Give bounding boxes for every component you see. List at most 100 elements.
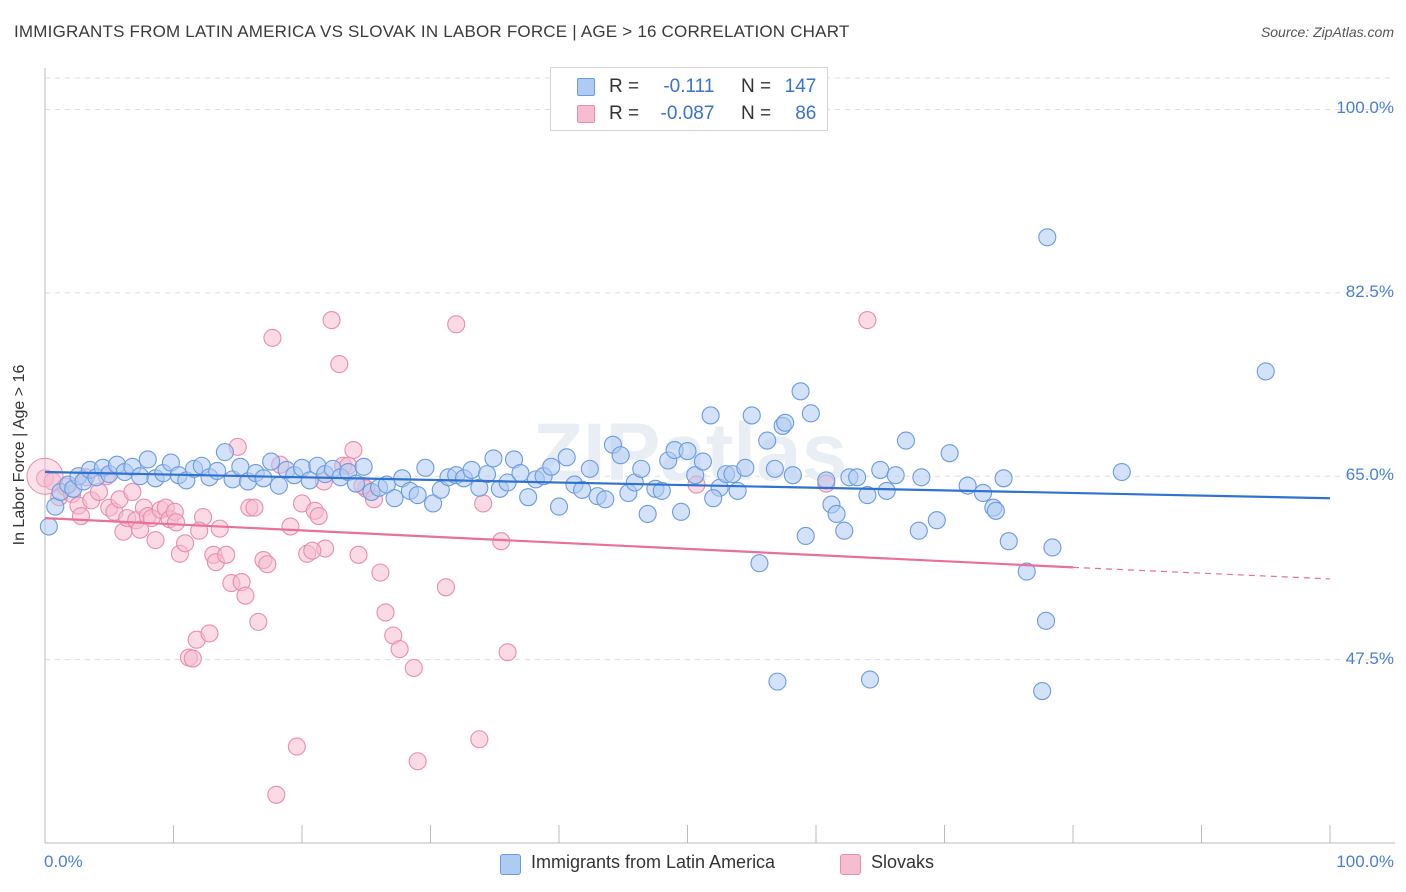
slovaks-point <box>89 482 109 501</box>
slovaks-point <box>167 513 186 532</box>
latin-america-point <box>940 444 959 463</box>
latin-america-point <box>742 406 761 425</box>
latin-america-point <box>484 449 503 468</box>
slovaks-point <box>249 612 268 631</box>
latin-america-point <box>138 450 157 469</box>
bottom-legend-slovaks: Slovaks <box>840 852 934 875</box>
slovaks-point <box>303 541 322 560</box>
chart-title: IMMIGRANTS FROM LATIN AMERICA VS SLOVAK … <box>14 22 850 41</box>
slovaks-point <box>131 520 150 539</box>
slovaks-point <box>858 311 877 330</box>
latin-america-point <box>704 489 723 508</box>
latin-america-point <box>377 475 396 494</box>
slovaks-point <box>26 457 64 495</box>
y-tick-label: 65.0% <box>1345 465 1394 485</box>
latin-america-point <box>912 468 931 487</box>
latin-america-point <box>652 481 671 500</box>
slovaks-trend-line <box>44 517 1074 569</box>
slovaks-point <box>470 730 489 749</box>
slovaks-point <box>263 328 282 347</box>
latin-america-point <box>1256 362 1275 381</box>
latin-america-point <box>686 466 705 485</box>
latin-america-point <box>1043 538 1062 557</box>
grid-lines <box>45 77 1395 661</box>
legend-r-label: R = <box>609 76 640 97</box>
latin-america-point <box>701 406 720 425</box>
latin-america-point <box>871 460 890 479</box>
x-tick-label-min: 0.0% <box>44 852 83 871</box>
latin-america-point <box>1112 462 1131 482</box>
latin-america-point <box>477 465 497 484</box>
axes <box>44 68 1395 844</box>
latin-america-point <box>896 431 916 450</box>
latin-america-point <box>557 448 576 467</box>
latin-america-point <box>768 672 787 691</box>
slovaks-point <box>447 315 466 334</box>
latin-america-point <box>776 413 795 432</box>
slovaks-point <box>267 785 286 804</box>
latin-america-point <box>416 458 435 477</box>
slovaks-point <box>123 482 142 501</box>
latin-america-point <box>848 468 867 487</box>
latin-america-point <box>519 488 538 507</box>
latin-america-point <box>835 521 854 540</box>
latin-america-point <box>385 489 404 508</box>
y-tick-label: 82.5% <box>1345 281 1394 301</box>
latin-america-point <box>131 467 150 486</box>
latin-america-point <box>858 486 877 505</box>
bottom-legend-swatch-pink <box>840 854 861 875</box>
latin-america-point <box>736 458 755 477</box>
latin-america-point <box>801 404 820 423</box>
latin-america-point <box>986 501 1005 520</box>
latin-america-point <box>1038 228 1057 247</box>
slovaks-trend-extension <box>1072 566 1331 580</box>
latin-america-point <box>470 478 489 497</box>
latin-america-point <box>542 457 561 476</box>
slovaks-point <box>287 737 306 756</box>
slovaks-point <box>245 498 264 517</box>
latin-america-point <box>596 490 615 509</box>
slovaks-point <box>236 586 255 605</box>
slovaks-point <box>474 494 493 513</box>
trend-lines <box>44 470 1331 580</box>
latin-america-point <box>758 431 777 450</box>
latin-america-point <box>886 466 905 485</box>
y-axis-label: In Labor Force | Age > 16 <box>11 364 28 546</box>
slovaks-point <box>330 355 349 374</box>
slovaks-point <box>210 519 229 538</box>
latin-america-point <box>999 532 1018 551</box>
slovaks-point <box>322 311 341 330</box>
latin-america-point <box>750 554 769 573</box>
legend-n-label: N = <box>740 76 772 97</box>
y-tick-label: 100.0% <box>1336 98 1394 118</box>
latin-america-point <box>638 504 657 523</box>
latin-america-point <box>927 511 946 530</box>
slovaks-point <box>376 603 395 622</box>
legend-row-latin-america: R = -0.111 N = 147 <box>551 76 827 98</box>
legend-n-value: 147 <box>784 76 817 97</box>
slovaks-point <box>200 624 219 643</box>
latin-america-trend-line <box>44 470 1331 500</box>
legend-row-slovaks: R = -0.087 N = 86 <box>551 103 827 125</box>
legend-n-value: 86 <box>795 103 817 124</box>
latin-america-point <box>269 476 288 495</box>
latin-america-point <box>254 469 273 488</box>
latin-america-point <box>783 466 802 485</box>
latin-america-point <box>611 446 630 465</box>
latin-america-point <box>791 382 810 401</box>
latin-america-point <box>994 469 1013 488</box>
latin-america-point <box>1017 562 1036 581</box>
slovaks-point <box>371 563 390 582</box>
latin-america-point <box>1036 611 1056 630</box>
latin-america-point <box>215 443 234 462</box>
x-tick-label-max: 100.0% <box>1336 852 1394 871</box>
latin-america-point <box>424 494 443 513</box>
slovaks-point <box>183 649 202 668</box>
y-tick-label: 47.5% <box>1345 648 1394 668</box>
legend-swatch-pink <box>577 105 595 123</box>
latin-america-point <box>672 502 691 521</box>
latin-america-point <box>877 481 896 500</box>
latin-america-point <box>817 471 836 490</box>
slovaks-point <box>146 531 165 550</box>
latin-america-point <box>408 486 427 505</box>
